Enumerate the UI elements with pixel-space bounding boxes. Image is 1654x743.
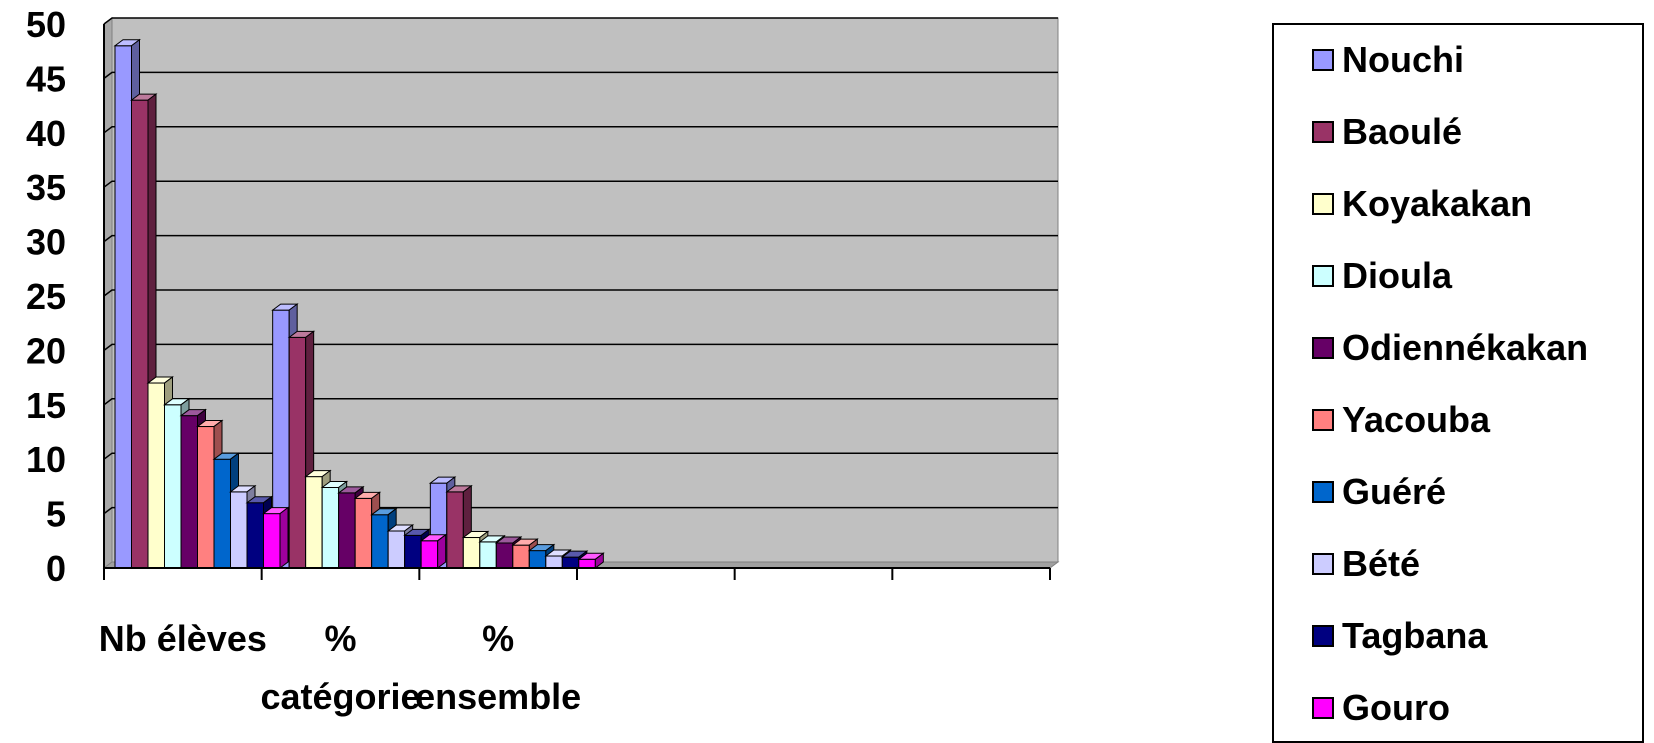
bar-front [479,541,497,569]
gridline [103,17,1058,25]
legend-swatch [1312,481,1334,503]
legend-label: Baoulé [1342,111,1463,152]
gridline [103,126,1058,134]
legend-label: Tagbana [1342,615,1488,656]
y-tick-label: 5 [46,494,66,535]
gridline [103,506,1058,515]
bar [577,552,605,569]
y-tick-label: 15 [26,385,66,426]
bar-front [213,458,231,569]
y-tick-label: 20 [26,330,66,371]
legend: Nouchi Baoulé Koyakakan Dioula Odiennékakan Y… [1272,23,1644,743]
legend-swatch [1312,337,1334,359]
x-tick-label: % [324,618,356,659]
y-tick-label: 35 [26,167,66,208]
bar-front [180,415,198,569]
gridline [103,180,1058,188]
bar [419,533,448,569]
bars [113,38,605,569]
bar-front [561,556,580,569]
legend-swatch [1312,625,1334,647]
bar-front [131,99,149,569]
bar-front [387,530,406,569]
bar-front [420,540,439,569]
y-tick-label: 0 [46,548,66,589]
gridline [103,398,1058,406]
legend-item: Bété [1312,543,1421,584]
bar-front [371,514,389,569]
legend-item: Dioula [1312,255,1453,296]
legend-label: Bété [1342,543,1421,584]
y-tick-label: 45 [26,58,66,99]
legend-label: Gouro [1342,687,1450,728]
legend-swatch [1312,121,1334,143]
x-tick-label: Nb élèves [99,618,267,659]
bar-side [437,533,447,569]
legend-item: Yacouba [1312,399,1491,440]
bar-front [305,476,323,569]
gridline [103,289,1058,297]
legend-item: Tagbana [1312,615,1488,656]
legend-label: Yacouba [1342,399,1491,440]
bar-front [446,491,464,569]
x-tick-label: ensemble [415,676,581,717]
x-tick-label: % [482,618,514,659]
y-tick-label: 40 [26,113,66,154]
legend-label: Guéré [1342,471,1447,512]
legend-swatch [1312,697,1334,719]
bar-front [246,502,264,569]
bar-front [321,486,340,569]
legend-swatch [1312,193,1334,215]
bar-front [263,513,281,569]
bar-front [512,544,530,569]
legend-item: Koyakakan [1312,183,1533,224]
bar-front [462,537,481,569]
bar-front [230,491,248,569]
gridline [103,71,1058,80]
legend-item: Baoulé [1312,111,1463,152]
axes: 0 5 10 15 20 25 30 35 40 45 50 Nb élèves % catégorie%… [26,4,1051,717]
legend-label: Odiennékakan [1342,327,1589,368]
legend-label: Dioula [1342,255,1453,296]
gridline [103,452,1058,460]
gridline [103,343,1058,351]
legend-item: Odiennékakan [1312,327,1589,368]
y-tick-label: 25 [26,276,66,317]
bar-side [279,506,289,569]
bar [130,93,158,569]
plot-area [102,17,1060,569]
bar-front [197,426,215,569]
bar-front [147,382,165,569]
bar-front [528,550,547,569]
legend-swatch [1312,409,1334,431]
bar-front [164,404,182,569]
legend-item: Gouro [1312,687,1450,728]
gridline [103,234,1058,243]
bar-front [495,542,514,569]
bar-front [354,497,373,569]
legend-item: Guéré [1312,471,1447,512]
bar-front [404,534,422,569]
y-tick-label: 30 [26,222,66,263]
x-tick-label: catégorie [260,676,420,717]
bar-front [545,555,563,569]
y-tick-label: 10 [26,439,66,480]
bar-front [114,45,132,569]
y-tick-label: 50 [26,4,66,45]
bar-front [338,492,356,569]
legend-swatch [1312,265,1334,287]
legend-label: Koyakakan [1342,183,1533,224]
legend-label: Nouchi [1342,39,1464,80]
bar [261,506,290,569]
bar-front [288,336,307,569]
legend-swatch [1312,49,1334,71]
bar-side [594,552,604,569]
legend-swatch [1312,553,1334,575]
legend-item: Nouchi [1312,39,1464,80]
bar-front [578,558,596,569]
